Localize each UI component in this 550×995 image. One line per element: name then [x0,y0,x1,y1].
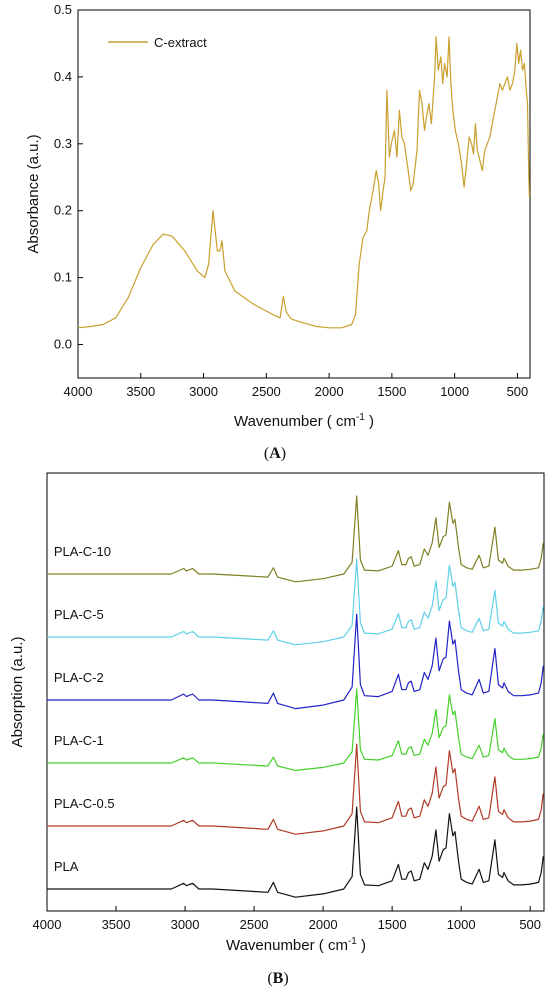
series-label-pla-c-5: PLA-C-5 [54,607,104,622]
series-labels-b: PLA-C-10 PLA-C-5 PLA-C-2 PLA-C-1 PLA-C-0.5 PL… [54,544,115,874]
x-tick-label-a-500: 500 [507,384,529,399]
panel-label-b-close: ) [283,970,288,987]
panel-label-a-close: ) [281,445,286,462]
series-group-b [47,495,544,898]
x-tick-label-b-1000: 1000 [447,917,476,932]
x-axis-title-a-tail: ) [365,413,374,430]
x-tick-label-b-1500: 1500 [378,917,407,932]
legend-a: C-extract [108,35,207,50]
x-axis-title-b-text: Wavenumber ( cm [226,937,348,954]
plot-frame-b [46,472,545,912]
panel-label-a: (A) [264,445,286,462]
series-line-pla-c-2 [47,613,544,710]
series-label-pla-c-0-5: PLA-C-0.5 [54,796,115,811]
x-tick-label-b-2500: 2500 [240,917,269,932]
x-axis-title-b-tail: ) [357,937,366,954]
x-tick-label-a-2500: 2500 [252,384,281,399]
y-tick-label-a-3: 0.3 [54,136,72,151]
chart-b: 4000 3500 3000 2500 2000 1500 1000 500 PLA-C-10… [9,472,545,987]
x-tick-label-a-3000: 3000 [189,384,218,399]
panel-label-a-open: ( [264,445,269,462]
x-tick-label-a-3500: 3500 [126,384,155,399]
x-axis-title-a-text: Wavenumber ( cm [234,413,356,430]
y-axis-title-b: Absorption (a.u.) [9,637,26,748]
x-tick-label-b-500: 500 [519,917,541,932]
series-line-pla [47,806,544,898]
x-tick-label-b-3000: 3000 [171,917,200,932]
x-axis-title-b-sup: -1 [348,936,357,947]
x-axis-title-a-sup: -1 [356,412,365,423]
x-tick-label-b-3500: 3500 [102,917,131,932]
panel-label-a-letter: A [269,445,281,462]
panel-label-b: (B) [267,970,288,987]
series-group-a [77,36,530,329]
panel-label-b-open: ( [267,970,272,987]
axis-ticks-b: 4000 3500 3000 2500 2000 1500 1000 500 [33,906,541,932]
x-tick-label-a-1000: 1000 [440,384,469,399]
series-label-pla-c-10: PLA-C-10 [54,544,111,559]
y-tick-label-a-0: 0.0 [54,337,72,352]
x-tick-label-b-2000: 2000 [309,917,338,932]
y-tick-label-a-1: 0.1 [54,270,72,285]
legend-label-c-extract: C-extract [154,35,207,50]
y-axis-title-a: Absorbance (a.u.) [25,134,42,253]
x-tick-label-a-2000: 2000 [315,384,344,399]
series-label-pla-c-2: PLA-C-2 [54,670,104,685]
panel-label-b-letter: B [273,970,284,987]
y-tick-label-a-4: 0.4 [54,69,72,84]
x-tick-label-a-1500: 1500 [377,384,406,399]
series-line-pla-c-5 [47,558,544,646]
x-axis-title-b: Wavenumber ( cm-1 ) [226,936,366,954]
axis-ticks-a: 4000 3500 3000 2500 2000 1500 1000 500 0.0 0.1 0.2… [54,2,528,399]
y-tick-label-a-5: 0.5 [54,2,72,17]
plot-frame-a [77,9,531,379]
series-label-pla: PLA [54,859,79,874]
chart-a: 4000 3500 3000 2500 2000 1500 1000 500 0.0 0.1 0.2… [25,2,531,462]
series-line-pla-c-0-5 [47,743,544,835]
x-tick-label-a-4000: 4000 [64,384,93,399]
y-tick-label-a-2: 0.2 [54,203,72,218]
series-line-c-extract [77,36,530,329]
x-tick-label-b-4000: 4000 [33,917,62,932]
series-label-pla-c-1: PLA-C-1 [54,733,104,748]
series-line-pla-c-1 [47,688,544,771]
x-axis-title-a: Wavenumber ( cm-1 ) [234,412,374,430]
series-line-pla-c-10 [47,495,544,583]
